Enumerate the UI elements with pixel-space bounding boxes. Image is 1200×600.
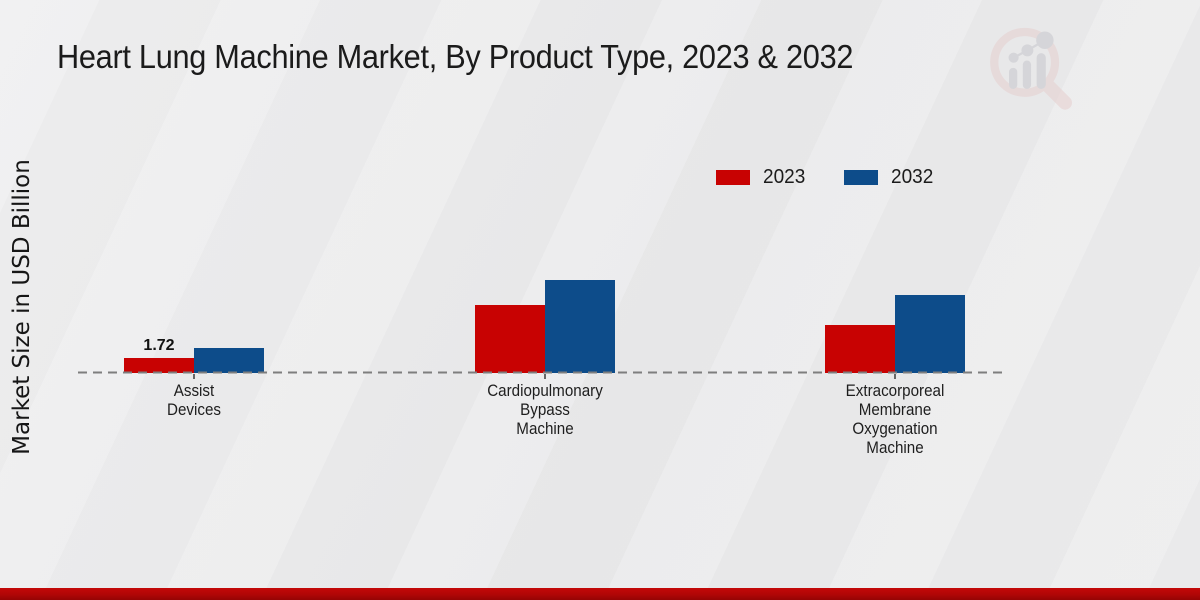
chart-title: Heart Lung Machine Market, By Product Ty… bbox=[57, 38, 854, 75]
legend-label-2023: 2023 bbox=[763, 166, 806, 188]
bar-2023-extracorporeal bbox=[825, 325, 895, 373]
bar-2032-extracorporeal bbox=[895, 295, 965, 373]
bar-2023-assist bbox=[124, 358, 194, 373]
legend-item-2032: 2032 bbox=[843, 166, 936, 189]
footer-red-band bbox=[0, 588, 1200, 600]
mrfr-watermark-logo-icon bbox=[990, 27, 1073, 110]
y-axis-label: Market Size in USD Billion bbox=[9, 159, 35, 455]
bar-2032-assist bbox=[194, 348, 264, 373]
bar-2023-cardiopulmonary bbox=[475, 305, 545, 373]
legend-swatch-2023 bbox=[716, 170, 750, 185]
legend-label-2032: 2032 bbox=[890, 166, 933, 188]
legend-swatch-2032 bbox=[843, 170, 878, 185]
x-axis-tick bbox=[193, 374, 195, 379]
bar-value-label: 1.72 bbox=[143, 337, 175, 354]
category-label-cardiopulmonary: Cardiopulmonary Bypass Machine bbox=[487, 382, 603, 439]
x-axis-tick bbox=[894, 374, 896, 379]
legend-item-2023: 2023 bbox=[716, 166, 808, 189]
bar-2032-cardiopulmonary bbox=[545, 280, 615, 373]
legend: 2023 2032 bbox=[716, 166, 935, 189]
category-label-assist: Assist Devices bbox=[167, 382, 221, 420]
category-label-extracorporeal: Extracorporeal Membrane Oxygenation Mach… bbox=[845, 382, 945, 458]
x-axis-tick bbox=[544, 374, 546, 379]
